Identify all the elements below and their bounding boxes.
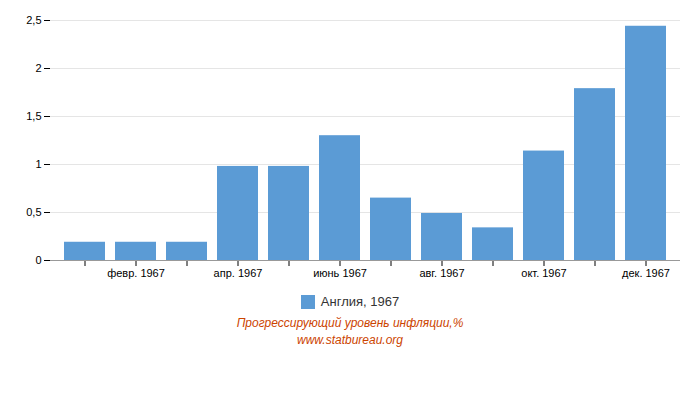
svg-text:дек. 1967: дек. 1967 [622, 267, 670, 279]
svg-text:0,5: 0,5 [26, 206, 41, 218]
html-text:www.statbureau.org: www.statbureau.org [297, 333, 403, 348]
svg-text:2,5: 2,5 [26, 14, 41, 26]
svg-text:июнь 1967: июнь 1967 [313, 267, 367, 279]
svg-text:1: 1 [35, 158, 41, 170]
svg-text:2: 2 [35, 62, 41, 74]
html-text:Прогрессирующий уровень инфляц: Прогрессирующий уровень инфляции,% [236, 316, 464, 330]
svg-text:апр. 1967: апр. 1967 [214, 267, 263, 279]
html-text:Англия, 1967: Англия, 1967 [320, 294, 400, 309]
svg-text:1,5: 1,5 [26, 110, 41, 122]
svg-text:авг. 1967: авг. 1967 [419, 267, 464, 279]
svg-text:окт. 1967: окт. 1967 [521, 267, 566, 279]
svg-text:февр. 1967: февр. 1967 [107, 267, 165, 279]
svg-text:0: 0 [35, 254, 41, 266]
